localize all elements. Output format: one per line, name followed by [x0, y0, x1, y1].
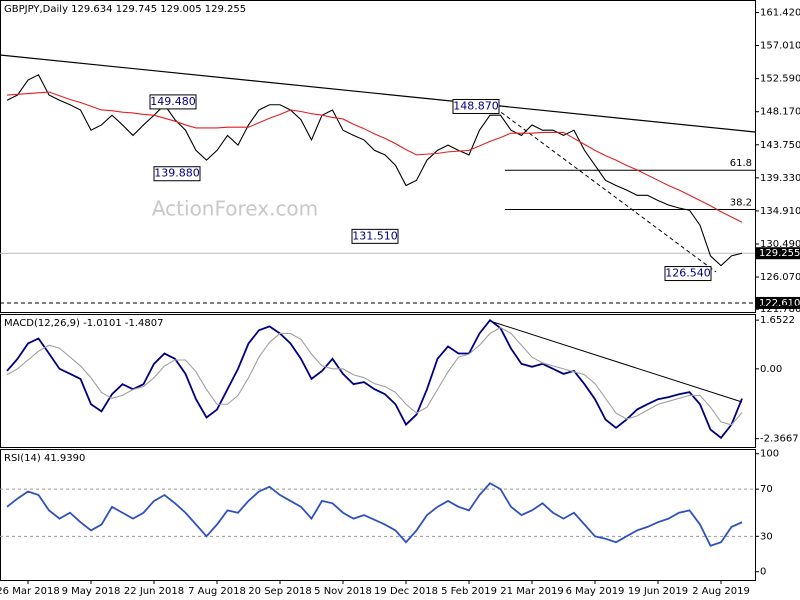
x-tick-label: 21 Mar 2019 [500, 586, 563, 597]
y-tick-label: 139.330 [760, 173, 800, 184]
fib-label: 61.8 [730, 158, 752, 169]
series-line [6, 318, 743, 440]
y-tick-label: 143.750 [760, 140, 800, 151]
price-tag [756, 247, 800, 260]
trendline [489, 320, 743, 403]
y-tick-label: 0 [760, 567, 766, 578]
annotation-box [664, 266, 712, 282]
series-line [6, 91, 743, 223]
x-tick-label: 9 May 2018 [62, 586, 121, 597]
annotation-label: 148.870 [453, 99, 499, 112]
x-tick-label: 26 Mar 2018 [0, 586, 60, 597]
series-line [6, 482, 743, 547]
panel-title: RSI(14) 41.9390 [4, 453, 85, 464]
x-tick-label: 2 Aug 2019 [692, 586, 750, 597]
panel-title: MACD(12,26,9) -1.0101 -1.4807 [4, 318, 164, 329]
series-line [6, 326, 743, 426]
price-panel [0, 0, 756, 313]
y-tick-label: 100 [760, 449, 779, 460]
x-tick-label: 20 Sep 2018 [248, 586, 311, 597]
y-tick-label: 1.6522 [760, 315, 795, 326]
y-tick-label: 130.490 [760, 239, 800, 250]
y-tick-label: -2.3667 [760, 434, 799, 445]
series-line [6, 74, 743, 267]
watermark: ActionForex.com [152, 197, 318, 221]
y-tick-label: 134.910 [760, 206, 800, 217]
price-tag-label: 129.255 [759, 248, 800, 259]
rsi-panel [0, 449, 756, 581]
x-tick-label: 19 Dec 2018 [374, 586, 438, 597]
x-tick-label: 19 Jun 2019 [628, 586, 688, 597]
price-tag-label: 122.610 [759, 298, 800, 309]
x-tick-label: 6 May 2019 [566, 586, 625, 597]
trendline [0, 54, 756, 133]
annotation-box [149, 94, 197, 110]
y-tick-label: 121.780 [760, 304, 800, 315]
annotation-label: 149.480 [150, 95, 196, 108]
annotation-box [452, 98, 500, 114]
y-tick-label: 148.170 [760, 107, 800, 118]
y-tick-label: 0.00 [760, 364, 782, 375]
x-tick-label: 5 Nov 2018 [314, 586, 372, 597]
y-tick-label: 126.070 [760, 272, 800, 283]
annotation-label: 139.880 [154, 167, 200, 180]
panel-title: GBPJPY,Daily 129.634 129.745 129.005 129… [4, 4, 246, 15]
annotation-label: 126.540 [665, 267, 711, 280]
fib-label: 38.2 [730, 197, 752, 208]
annotation-box [153, 166, 201, 182]
x-tick-label: 5 Feb 2019 [441, 586, 497, 597]
y-tick-label: 70 [760, 484, 773, 495]
annotation-label: 131.510 [352, 229, 398, 242]
x-tick-label: 7 Aug 2018 [188, 586, 246, 597]
y-tick-label: 152.590 [760, 74, 800, 85]
x-tick-label: 22 Jun 2018 [124, 586, 184, 597]
annotation-box [351, 228, 399, 244]
y-tick-label: 157.010 [760, 41, 800, 52]
macd-panel [0, 314, 756, 448]
y-tick-label: 161.420 [760, 8, 800, 19]
y-tick-label: 30 [760, 531, 773, 542]
trendline [489, 103, 717, 273]
price-tag [756, 296, 800, 309]
